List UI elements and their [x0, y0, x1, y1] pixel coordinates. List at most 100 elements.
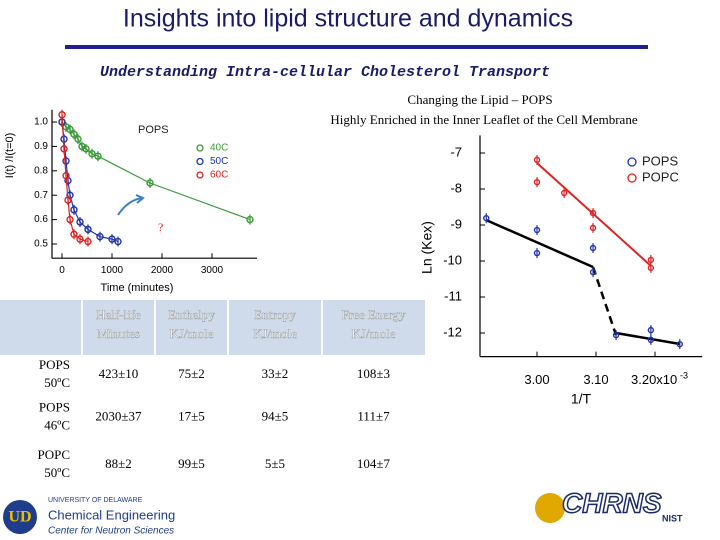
y-tick-label: -8	[450, 180, 462, 195]
caption: Changing the Lipid – POPS	[407, 92, 552, 107]
table-cell: 111±7	[357, 408, 390, 423]
point	[533, 156, 541, 164]
point	[58, 110, 66, 119]
arrow	[117, 197, 143, 216]
point	[647, 256, 655, 264]
table-cell: 104±7	[357, 456, 391, 471]
point	[533, 178, 541, 186]
table-header: Enthalpy	[168, 307, 215, 322]
table-header: KJ/mole	[169, 326, 213, 341]
table-header: Free Energy	[342, 307, 406, 322]
table-cell: 17±5	[178, 408, 205, 423]
fit-line	[536, 162, 652, 267]
row-label: POPS	[39, 399, 70, 414]
row-label: 46ºC	[44, 417, 70, 432]
x-exponent: -3	[680, 370, 688, 380]
subtitle: Understanding Intra-cellular Cholesterol…	[100, 64, 550, 81]
point	[62, 171, 70, 180]
table-header: Minutes	[97, 326, 140, 341]
y-tick-label: 0.5	[34, 239, 48, 250]
legend-marker	[196, 144, 204, 152]
chrns-sun	[535, 493, 565, 523]
x-tick-label: 3000	[201, 265, 224, 276]
table-header: KJ/mole	[351, 326, 395, 341]
point	[589, 244, 597, 252]
y-tick-label: 0.9	[34, 141, 48, 152]
point	[533, 249, 541, 257]
table-header: Entropy	[254, 307, 296, 322]
point	[70, 206, 78, 214]
point	[246, 215, 254, 224]
point	[676, 340, 683, 348]
point	[76, 218, 84, 226]
legend-marker	[627, 157, 637, 167]
table-cell: 33±2	[262, 366, 289, 381]
legend-label: 60C	[210, 170, 228, 181]
row-label: 50ºC	[44, 375, 70, 390]
table-cell: 5±5	[265, 456, 285, 471]
logo-mark: UD	[8, 509, 31, 526]
y-tick-label: -10	[443, 252, 462, 267]
y-axis-label: Ln (Kex)	[419, 221, 435, 274]
legend-marker	[196, 157, 204, 166]
nist: NIST	[662, 513, 683, 523]
department: Chemical Engineering	[48, 507, 175, 522]
point	[84, 225, 92, 234]
point	[589, 209, 597, 217]
annotation: ?	[158, 220, 163, 234]
point	[76, 235, 84, 243]
y-tick-label: -9	[450, 216, 462, 231]
point	[82, 145, 90, 153]
x-tick-label: 3.20x10	[631, 372, 677, 387]
point	[66, 125, 74, 134]
point	[60, 145, 68, 153]
table-cell: 108±3	[357, 366, 390, 381]
x-axis-label: Time (minutes)	[101, 282, 174, 294]
point	[612, 331, 620, 339]
table-header: KJ/mole	[253, 326, 297, 341]
chrns: CHRNS	[562, 487, 662, 518]
legend-label: POPS	[642, 153, 678, 168]
y-tick-label: 0.6	[34, 214, 48, 225]
fit-line	[591, 266, 618, 336]
x-tick-label: 3.00	[524, 372, 549, 387]
y-axis-label: I(t) /I(t=0)	[4, 133, 16, 179]
table-cell: 99±5	[178, 456, 205, 471]
point	[88, 150, 96, 158]
point	[62, 157, 70, 165]
y-tick-label: -12	[443, 324, 462, 339]
y-tick-label: 1.0	[34, 117, 48, 128]
point	[96, 232, 104, 241]
point	[114, 237, 122, 246]
legend-label: 50C	[210, 156, 228, 167]
point	[70, 230, 78, 238]
legend-marker	[196, 171, 204, 179]
point	[94, 152, 102, 160]
x-tick-label: 3.10	[583, 372, 608, 387]
point	[74, 135, 82, 143]
point	[560, 189, 568, 197]
table-header: Half-life	[96, 307, 141, 322]
legend-label: POPC	[642, 169, 679, 184]
point	[589, 224, 597, 232]
annotation: POPS	[138, 124, 169, 136]
row-label: POPS	[39, 357, 70, 372]
point	[64, 196, 72, 204]
slide-title: Insights into lipid structure and dynami…	[123, 5, 573, 33]
row-label: 50ºC	[44, 465, 70, 480]
table-header-bg	[0, 300, 425, 355]
logo-seal	[3, 500, 37, 534]
point	[66, 215, 74, 224]
fit-line	[485, 218, 594, 269]
point	[84, 237, 92, 246]
x-tick-label: 0	[59, 265, 65, 276]
point	[533, 226, 541, 234]
point	[146, 179, 154, 187]
table-cell: 423±10	[99, 366, 139, 381]
y-tick-label: 0.7	[34, 190, 48, 201]
point	[483, 214, 490, 222]
x-axis-label: 1/T	[571, 391, 592, 407]
table-cell: 88±2	[105, 456, 132, 471]
arrow-head	[135, 194, 145, 204]
